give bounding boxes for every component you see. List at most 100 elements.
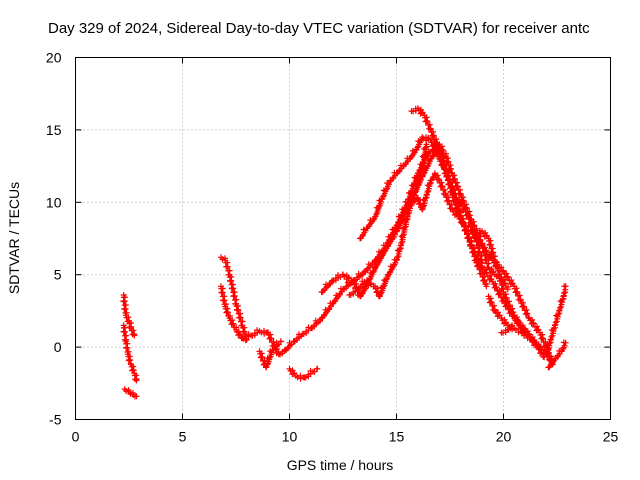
data-point — [539, 335, 546, 342]
data-point — [359, 233, 366, 239]
data-point — [223, 263, 230, 270]
data-point — [325, 306, 332, 313]
y-tick-label: 20 — [46, 50, 62, 66]
data-point — [400, 232, 406, 239]
data-point — [496, 290, 503, 297]
y-tick-label: 15 — [46, 122, 62, 138]
data-point — [383, 276, 390, 283]
data-point — [459, 218, 466, 225]
data-point — [480, 277, 487, 284]
data-point — [381, 248, 388, 255]
data-point — [422, 144, 429, 151]
data-point — [493, 263, 500, 270]
data-point — [373, 262, 380, 269]
data-point — [386, 269, 393, 276]
data-point — [258, 353, 265, 360]
data-point — [546, 340, 553, 347]
data-point — [482, 256, 489, 263]
plot-frame — [75, 57, 611, 420]
data-point — [444, 197, 451, 204]
series-track-2c — [256, 338, 284, 371]
data-point — [321, 313, 327, 319]
data-point — [506, 298, 512, 305]
data-point — [426, 121, 433, 128]
data-point — [390, 263, 397, 269]
data-point — [414, 144, 421, 151]
data-point — [544, 348, 551, 355]
data-point — [129, 366, 136, 373]
data-point — [435, 147, 442, 154]
data-point — [451, 190, 458, 197]
data-point — [331, 298, 338, 305]
data-point — [429, 175, 436, 181]
data-point — [380, 193, 386, 200]
y-tick-label: 10 — [46, 194, 62, 210]
data-point — [236, 331, 243, 338]
data-point — [403, 217, 410, 224]
data-point — [384, 243, 391, 250]
data-point — [514, 317, 521, 324]
data-point — [120, 328, 127, 335]
data-point — [424, 189, 431, 195]
data-point — [439, 146, 446, 153]
data-point — [422, 195, 429, 202]
data-point — [388, 236, 395, 243]
data-point — [270, 338, 277, 345]
data-point — [557, 304, 564, 311]
x-tick-label: 0 — [72, 429, 80, 445]
data-point — [383, 186, 390, 193]
data-point — [264, 361, 271, 368]
data-point — [555, 311, 562, 318]
data-point — [489, 249, 496, 256]
data-point — [224, 309, 230, 315]
data-point — [345, 274, 352, 281]
data-point — [218, 289, 225, 296]
data-point — [415, 174, 422, 181]
data-point — [429, 132, 436, 139]
data-point — [523, 331, 530, 338]
x-tick-label: 10 — [282, 429, 298, 445]
data-point — [413, 181, 420, 187]
data-point — [227, 277, 234, 284]
data-point — [130, 327, 137, 334]
data-point — [509, 309, 516, 315]
data-point — [220, 297, 227, 304]
data-point — [121, 305, 128, 312]
x-tick-label: 15 — [389, 429, 405, 445]
series-track-1b — [120, 322, 140, 384]
data-point — [562, 339, 569, 346]
data-point — [392, 259, 399, 266]
data-point — [523, 310, 530, 317]
data-point — [487, 275, 494, 282]
axis-ticks: 0 5 10 15 20 25 -5 0 5 10 15 20 — [46, 50, 619, 445]
data-point — [419, 160, 426, 167]
data-point — [365, 223, 372, 230]
data-point — [499, 285, 506, 292]
data-point — [391, 231, 398, 238]
data-point — [131, 332, 138, 339]
series-track-1c — [121, 386, 140, 400]
data-point — [377, 290, 384, 297]
data-point — [516, 292, 523, 299]
data-point — [370, 216, 377, 223]
data-point — [538, 349, 545, 356]
data-point — [370, 269, 377, 276]
data-point — [229, 285, 235, 292]
data-point — [336, 291, 343, 298]
data-point — [123, 344, 130, 351]
data-point — [469, 249, 476, 256]
data-point — [359, 290, 366, 297]
data-point — [491, 302, 497, 309]
data-point — [373, 211, 380, 218]
data-point — [480, 248, 487, 255]
data-point — [394, 254, 401, 261]
data-point — [502, 294, 509, 301]
data-point — [126, 356, 133, 363]
data-point — [266, 354, 273, 361]
chart-title: Day 329 of 2024, Sidereal Day-to-day VTE… — [48, 20, 590, 37]
data-point — [420, 203, 427, 210]
x-tick-label: 20 — [496, 429, 512, 445]
data-point — [133, 377, 140, 384]
data-point — [559, 345, 566, 352]
data-point — [483, 269, 489, 276]
